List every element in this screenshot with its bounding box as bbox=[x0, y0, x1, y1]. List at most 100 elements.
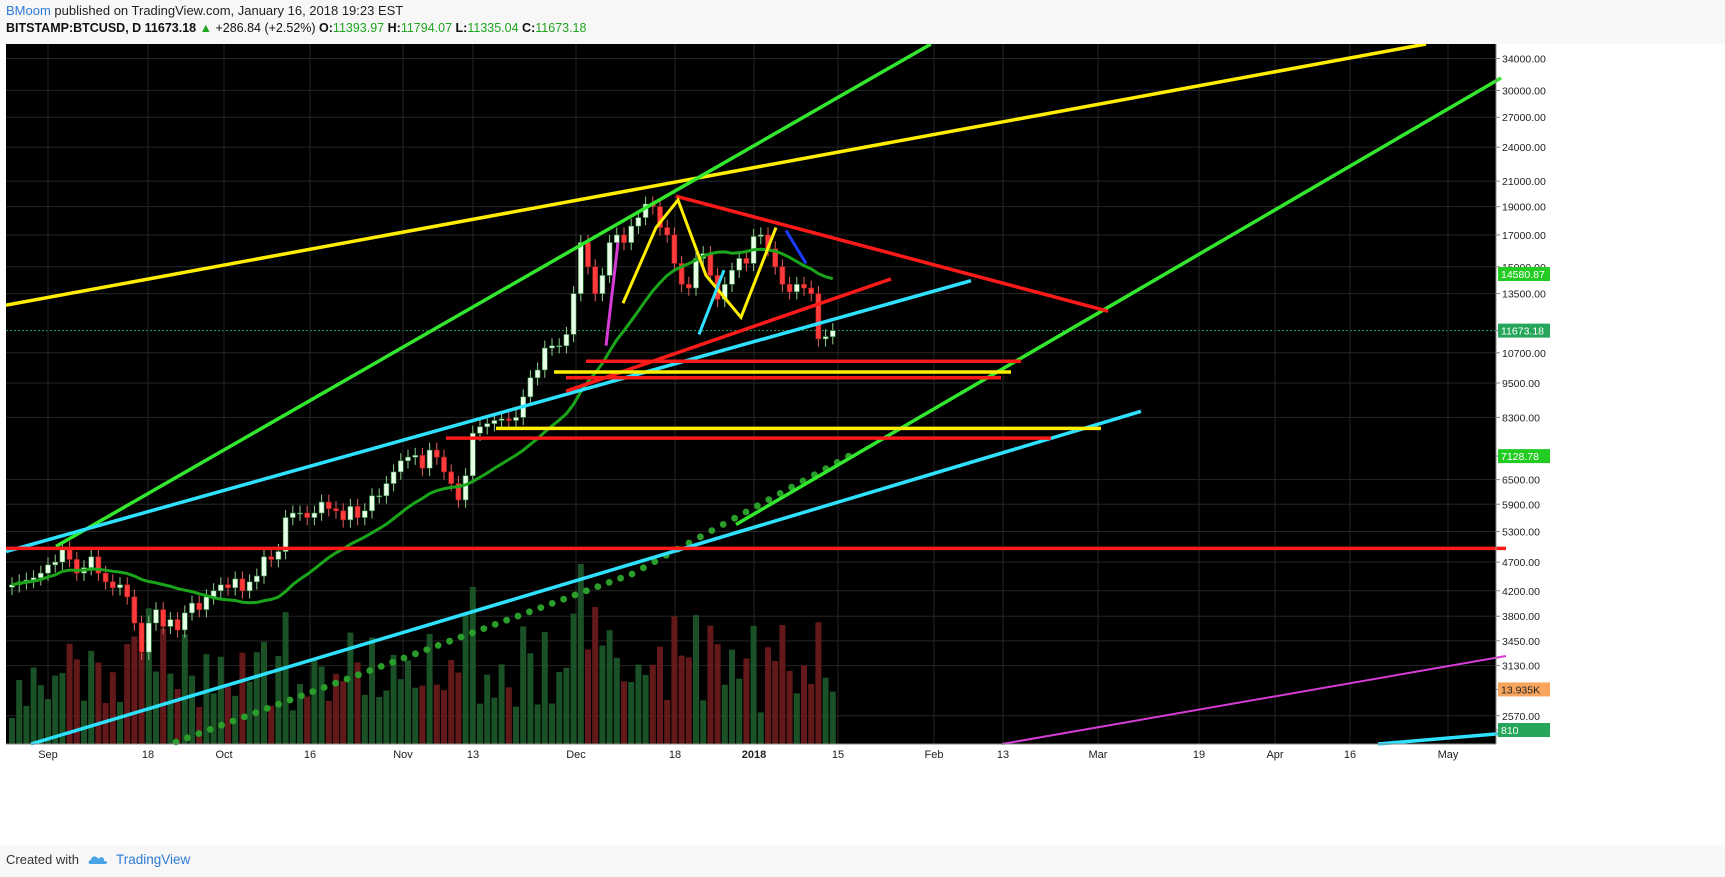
long-ma-dot bbox=[628, 570, 636, 578]
candle bbox=[743, 258, 750, 264]
candle bbox=[628, 225, 635, 243]
candle bbox=[361, 510, 368, 518]
long-ma-dot bbox=[526, 608, 533, 616]
volume-bar bbox=[815, 622, 822, 744]
price-badge bbox=[1498, 723, 1550, 738]
volume-bar bbox=[383, 690, 390, 744]
volume-bar bbox=[167, 673, 174, 744]
candle bbox=[599, 275, 606, 294]
red-falling-line bbox=[675, 194, 1109, 313]
tradingview-link[interactable]: TradingView bbox=[116, 852, 191, 867]
high-value: 11794.07 bbox=[400, 21, 453, 35]
long-ma-dot bbox=[537, 604, 545, 611]
volume-bar bbox=[210, 693, 217, 744]
volume-bar bbox=[95, 662, 102, 744]
volume-bar bbox=[808, 683, 815, 744]
candle bbox=[304, 512, 311, 518]
long-ma-dot bbox=[788, 483, 795, 491]
candle bbox=[786, 284, 793, 293]
volume-bar bbox=[261, 641, 267, 744]
volume-bar bbox=[37, 685, 44, 744]
long-ma-dot bbox=[708, 527, 716, 534]
long-ma-dot bbox=[594, 583, 602, 590]
symbol-name[interactable]: BITSTAMP:BTCUSD, D bbox=[6, 21, 142, 35]
candle bbox=[261, 556, 267, 577]
volume-bar bbox=[534, 704, 541, 744]
candle bbox=[124, 584, 130, 598]
candle bbox=[412, 455, 419, 458]
volume-bar bbox=[599, 645, 606, 744]
long-ma-dot bbox=[423, 646, 431, 653]
candle bbox=[102, 572, 109, 583]
price-chart[interactable]: 34000.00 30000.00 27000.00 24000.00 21000.00… bbox=[5, 42, 1719, 844]
volume-bar bbox=[282, 612, 289, 744]
volume-bar bbox=[390, 654, 397, 744]
x-tick-label: 13 bbox=[997, 749, 1009, 761]
price-badge bbox=[1498, 267, 1550, 282]
volume-bar bbox=[59, 673, 66, 744]
volume-bar bbox=[181, 634, 188, 744]
candle bbox=[549, 345, 555, 349]
y-tick-label: 9500.00 bbox=[1502, 378, 1540, 390]
volume-bar bbox=[189, 675, 195, 744]
volume-bar bbox=[318, 666, 325, 744]
long-ma-dot bbox=[434, 642, 442, 649]
candle bbox=[376, 495, 383, 498]
x-tick-label: Feb bbox=[925, 749, 944, 761]
candle bbox=[772, 248, 779, 268]
x-tick-label: Apr bbox=[1266, 749, 1283, 761]
volume-bar bbox=[822, 677, 829, 744]
volume-bar bbox=[426, 633, 433, 744]
last-price: 11673.18 bbox=[144, 21, 197, 35]
volume-bar bbox=[433, 684, 440, 744]
volume-bar bbox=[700, 700, 707, 744]
candle bbox=[196, 602, 202, 610]
author-link[interactable]: BMoom bbox=[6, 3, 51, 18]
volume-bar bbox=[88, 650, 95, 744]
candle bbox=[110, 581, 116, 589]
candle bbox=[527, 377, 534, 398]
volume-bar bbox=[577, 564, 584, 744]
y-tick-label: 24000.00 bbox=[1502, 142, 1546, 154]
y-tick-label: 2570.00 bbox=[1502, 711, 1540, 723]
candle bbox=[815, 293, 822, 340]
y-tick-label: 5900.00 bbox=[1502, 499, 1540, 511]
candle bbox=[146, 622, 152, 653]
volume-bar bbox=[671, 616, 678, 744]
volume-bar bbox=[556, 672, 563, 744]
cyan-upper-line bbox=[5, 279, 972, 554]
candle bbox=[318, 501, 325, 514]
long-ma-dot bbox=[640, 564, 647, 572]
blue-segment-line bbox=[784, 229, 808, 265]
candle bbox=[779, 266, 786, 285]
candle bbox=[268, 556, 275, 560]
y-tick-label: 3450.00 bbox=[1502, 636, 1540, 648]
candle bbox=[671, 234, 678, 264]
volume-bar bbox=[621, 681, 627, 744]
y-tick-label: 8300.00 bbox=[1502, 412, 1540, 424]
x-tick-label: 2018 bbox=[742, 749, 766, 761]
long-ma-dot bbox=[514, 612, 522, 620]
volume-bar bbox=[30, 667, 37, 744]
candle bbox=[585, 242, 591, 268]
chart-area[interactable]: 34000.00 30000.00 27000.00 24000.00 21000.00… bbox=[5, 42, 1719, 854]
candle bbox=[621, 234, 627, 243]
candle bbox=[405, 456, 411, 462]
volume-bar bbox=[275, 656, 282, 744]
volume-bar bbox=[131, 636, 138, 744]
volume-bar bbox=[829, 691, 836, 744]
tradingview-logo-icon[interactable] bbox=[88, 853, 110, 865]
candle bbox=[563, 334, 570, 347]
candle bbox=[239, 578, 246, 592]
volume-bar bbox=[462, 613, 469, 744]
long-ma-dot bbox=[412, 650, 419, 658]
candle bbox=[541, 347, 548, 371]
volume-bar bbox=[563, 667, 570, 744]
long-ma-dot bbox=[491, 621, 499, 628]
candle bbox=[556, 345, 563, 348]
candle bbox=[218, 584, 224, 592]
x-tick-label: 15 bbox=[832, 749, 844, 761]
candle bbox=[275, 551, 282, 560]
volume-bar bbox=[635, 664, 642, 744]
candle bbox=[369, 495, 375, 512]
